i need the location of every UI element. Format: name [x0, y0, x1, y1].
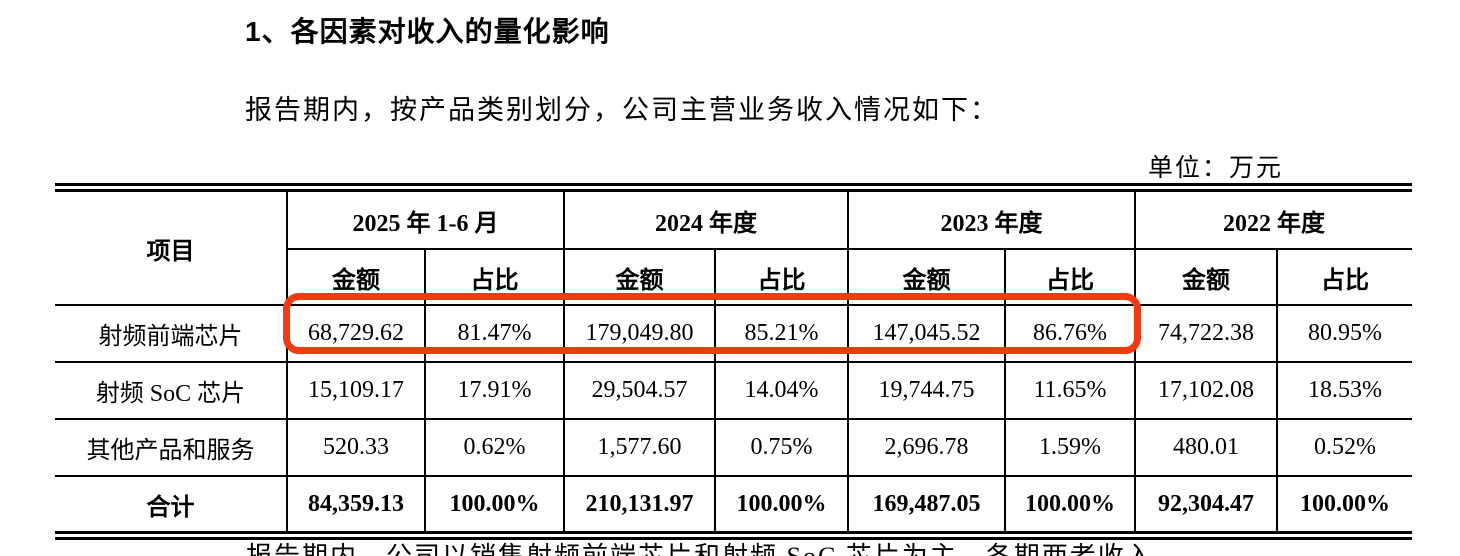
- cell-value: 0.75%: [714, 418, 849, 477]
- subheader-ratio: 占比: [1276, 248, 1412, 306]
- table-row-other-products: 其他产品和服务 520.33 0.62% 1,577.60 0.75% 2,69…: [55, 418, 1412, 477]
- cell-value: 19,744.75: [847, 361, 1006, 420]
- cell-value: 85.21%: [714, 304, 849, 363]
- row-label: 合计: [55, 475, 288, 537]
- cell-value: 92,304.47: [1134, 475, 1278, 537]
- table-row-rf-frontend: 射频前端芯片 68,729.62 81.47% 179,049.80 85.21…: [55, 304, 1412, 363]
- table-row-total: 合计 84,359.13 100.00% 210,131.97 100.00% …: [55, 475, 1412, 537]
- cell-value: 74,722.38: [1134, 304, 1278, 363]
- cell-value: 84,359.13: [286, 475, 426, 537]
- cell-value: 1.59%: [1004, 418, 1136, 477]
- subheader-ratio: 占比: [1004, 248, 1136, 306]
- cell-value: 81.47%: [424, 304, 565, 363]
- cell-value: 17.91%: [424, 361, 565, 420]
- col-header-item: 项目: [55, 186, 288, 306]
- subheader-ratio: 占比: [424, 248, 565, 306]
- row-label: 射频前端芯片: [55, 304, 288, 363]
- cell-value: 11.65%: [1004, 361, 1136, 420]
- cell-value: 169,487.05: [847, 475, 1006, 537]
- cell-value: 0.52%: [1276, 418, 1412, 477]
- subheader-ratio: 占比: [714, 248, 849, 306]
- cell-value: 15,109.17: [286, 361, 426, 420]
- row-label: 其他产品和服务: [55, 418, 288, 477]
- cell-value: 520.33: [286, 418, 426, 477]
- row-label: 射频 SoC 芯片: [55, 361, 288, 420]
- subheader-amount: 金额: [287, 248, 426, 306]
- revenue-table: 项目 2025 年 1-6 月 2024 年度 2023 年度 2022 年度 …: [55, 183, 1412, 540]
- cell-value: 1,577.60: [563, 418, 716, 477]
- cell-value: 100.00%: [1276, 475, 1412, 537]
- col-header-period-2022: 2022 年度: [1134, 186, 1412, 250]
- cell-value: 480.01: [1134, 418, 1278, 477]
- cell-value: 14.04%: [714, 361, 849, 420]
- col-header-period-2023: 2023 年度: [847, 186, 1136, 250]
- cell-value: 68,729.62: [286, 304, 426, 363]
- cell-value: 17,102.08: [1134, 361, 1278, 420]
- cell-value: 100.00%: [714, 475, 849, 537]
- cell-value: 0.62%: [424, 418, 565, 477]
- cell-value: 100.00%: [424, 475, 565, 537]
- cell-value: 80.95%: [1276, 304, 1412, 363]
- unit-label: 单位：万元: [1148, 155, 1284, 182]
- col-header-period-2024: 2024 年度: [563, 186, 849, 250]
- cell-value: 147,045.52: [847, 304, 1006, 363]
- cell-value: 29,504.57: [563, 361, 716, 420]
- cell-value: 100.00%: [1004, 475, 1136, 537]
- section-heading: 1、各因素对收入的量化影响: [245, 16, 610, 47]
- footer-partial-text: 报告期内，公司以销售射频前端芯片和射频 SoC 芯片为主，各期两者收入: [246, 536, 1154, 556]
- cell-value: 2,696.78: [847, 418, 1006, 477]
- cell-value: 179,049.80: [563, 304, 716, 363]
- col-header-period-2025: 2025 年 1-6 月: [286, 186, 565, 250]
- cell-value: 18.53%: [1276, 361, 1412, 420]
- subheader-amount: 金额: [847, 248, 1006, 306]
- subheader-amount: 金额: [563, 248, 716, 306]
- table-row-rf-soc: 射频 SoC 芯片 15,109.17 17.91% 29,504.57 14.…: [55, 361, 1412, 420]
- cell-value: 86.76%: [1004, 304, 1136, 363]
- cell-value: 210,131.97: [563, 475, 716, 537]
- subheader-amount: 金额: [1134, 248, 1278, 306]
- intro-paragraph: 报告期内，按产品类别划分，公司主营业务收入情况如下：: [245, 95, 999, 125]
